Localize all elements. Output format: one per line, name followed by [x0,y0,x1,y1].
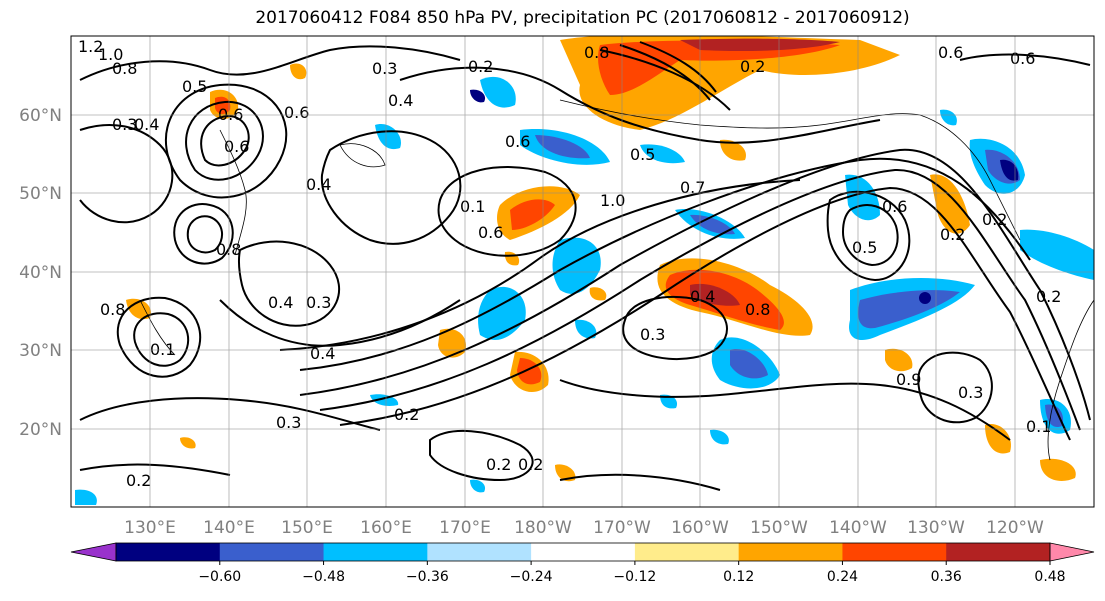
colorbar-tick-label: 0.48 [1034,569,1065,585]
contour-label: 0.3 [306,293,331,312]
contour-label: 0.4 [268,293,293,312]
map-title: 2017060412 F084 850 hPa PV, precipitatio… [255,8,910,28]
colorbar-segment [427,543,532,561]
contour-label: 0.6 [478,223,503,242]
lon-tick-label: 150°E [281,518,333,538]
colorbar-segment [323,543,428,561]
latitude-labels: 60°N 50°N 40°N 30°N 20°N [19,106,62,440]
lat-tick-label: 60°N [19,106,62,126]
contour-label: 0.6 [218,105,243,124]
lon-tick-label: 120°W [986,518,1044,538]
lat-tick-label: 40°N [19,263,62,283]
lat-tick-label: 20°N [19,420,62,440]
contour-label: 0.1 [1026,417,1051,436]
contour-label: 0.4 [306,175,331,194]
pv-contours [79,41,1091,491]
colorbar-frame [115,542,1051,562]
lat-tick-label: 50°N [19,184,62,204]
contour-label-layer: 1.2 1.0 0.8 0.5 0.4 0.3 0.2 0.6 0.8 1.0 … [78,37,1061,490]
colorbar-segment [219,543,325,561]
colorbar-tick-label: −0.60 [198,569,241,585]
contour-label: 0.3 [276,413,301,432]
contour-label: 0.2 [486,455,511,474]
lat-tick-label: 30°N [19,341,62,361]
lon-tick-label: 160°W [671,518,729,538]
contour-label: 0.2 [1036,287,1061,306]
colorbar-segment [842,543,947,561]
contour-label: 0.1 [460,197,485,216]
contour-label: 0.6 [882,197,907,216]
graticule [71,36,1094,507]
lon-tick-label: 160°E [360,518,412,538]
colorbar-extend-max [1049,542,1095,562]
colorbar-segment [531,543,636,561]
colorbar-tick-label: −0.24 [510,569,553,585]
contour-label: 0.2 [518,455,543,474]
contour-label: 1.0 [98,45,123,64]
contour-label: 0.3 [640,325,665,344]
lon-tick-label: 170°E [439,518,491,538]
contour-label: 0.1 [150,340,175,359]
colorbar-tick-label: −0.48 [302,569,345,585]
lon-tick-label: 180°W [514,518,572,538]
contour-label: 0.8 [584,43,609,62]
lon-tick-label: 130°W [907,518,965,538]
contour-label: 0.8 [745,300,770,319]
contour-label: 0.6 [284,103,309,122]
contour-label: 0.6 [505,132,530,151]
contour-label: 0.2 [126,471,151,490]
colorbar-tick-label: 0.24 [827,569,858,585]
contour-label: 0.9 [896,370,921,389]
longitude-labels: 130°E 140°E 150°E 160°E 170°E 180°W 170°… [124,518,1044,538]
contour-label: 0.5 [182,77,207,96]
contour-label: 0.7 [680,178,705,197]
contour-label: 0.6 [938,43,963,62]
contour-label: 0.3 [372,59,397,78]
colorbar-segment [116,543,221,561]
lon-tick-label: 130°E [124,518,176,538]
contour-label: 0.2 [468,57,493,76]
contour-label: 1.0 [600,191,625,210]
contour-label: 0.3 [112,115,137,134]
colorbar-tick-label: 0.36 [931,569,962,585]
contour-label: 0.4 [134,115,159,134]
contour-label: 0.2 [394,405,419,424]
colorbar-tick-label: −0.36 [406,569,449,585]
contour-label: 0.4 [690,287,715,306]
colorbar-segment [946,543,1051,561]
contour-label: 0.2 [940,225,965,244]
colorbar-tick-label: 0.12 [723,569,754,585]
lon-tick-label: 170°W [593,518,651,538]
contour-label: 0.4 [388,91,413,110]
contour-label: 0.6 [1010,49,1035,68]
contour-label: 0.8 [100,300,125,319]
lon-tick-label: 140°W [829,518,887,538]
colorbar-segment [738,543,843,561]
colorbar-segment [634,543,740,561]
lon-tick-label: 150°W [750,518,808,538]
contour-label: 0.3 [958,383,983,402]
contour-label: 0.2 [982,210,1007,229]
colorbar-tick-label: −0.12 [613,569,656,585]
map-frame [70,35,1095,508]
contour-label: 0.6 [224,137,249,156]
colorbar: −0.60 −0.48 −0.36 −0.24 −0.12 0.12 0.24 0.36 0.4… [70,542,1095,585]
contour-label: 0.8 [112,59,137,78]
contour-label: 0.4 [310,344,335,363]
precip-anomaly-shading [75,36,1094,505]
contour-label: 0.5 [852,238,877,257]
contour-label: 0.5 [630,145,655,164]
lon-tick-label: 140°E [203,518,255,538]
contour-label: 1.2 [78,37,103,56]
contour-label: 0.2 [740,57,765,76]
colorbar-extend-min [70,542,117,562]
